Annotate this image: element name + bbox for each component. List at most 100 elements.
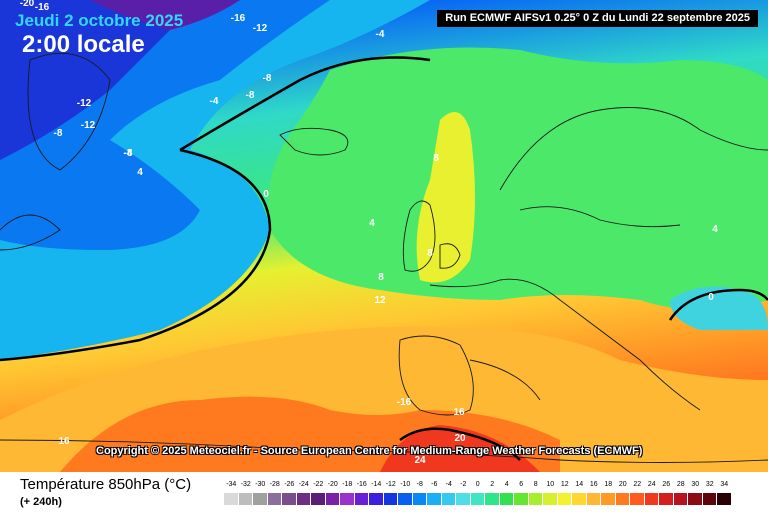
- color-scale-tick: 4: [504, 481, 509, 488]
- contour-label: 8: [427, 248, 433, 259]
- color-scale-tick: 2: [490, 481, 495, 488]
- copyright-text: Copyright © 2025 Meteociel.fr - Source E…: [96, 445, 643, 457]
- mild-region: [268, 47, 768, 310]
- coldest-region: [90, 0, 240, 30]
- contour-label: -16: [35, 2, 50, 13]
- contour-label: -12: [253, 23, 268, 34]
- contour-label: 8: [433, 153, 439, 164]
- color-scale-swatch: [543, 493, 557, 505]
- color-scale-tick: -12: [385, 481, 396, 488]
- hottest-region: [380, 425, 540, 472]
- run-banner: Run ECMWF AIFSv1 0.25° 0 Z du Lundi 22 s…: [437, 10, 758, 27]
- color-scale-tick: -6: [431, 481, 438, 488]
- color-scale-tick: 20: [618, 481, 627, 488]
- contour-label: 8: [378, 272, 384, 283]
- variable-title: Température 850hPa (°C): [20, 476, 192, 493]
- color-scale-swatch: [659, 493, 673, 505]
- color-scale-swatch: [238, 493, 252, 505]
- color-scale-swatch: [340, 493, 354, 505]
- contour-label: 20: [454, 433, 466, 444]
- color-scale-swatch: [470, 493, 484, 505]
- color-scale-swatch: [528, 493, 542, 505]
- warm-isotherm: [399, 427, 521, 461]
- contour-label: 0: [263, 189, 269, 200]
- color-scale-swatch: [514, 493, 528, 505]
- color-scale-tick: -28: [269, 481, 280, 488]
- contour-label: -20: [20, 0, 35, 9]
- color-scale-tick: 22: [633, 481, 642, 488]
- color-scale-tick: 28: [676, 481, 685, 488]
- contour-label: -4: [210, 96, 219, 107]
- color-scale-tick: 26: [662, 481, 671, 488]
- yellow-tongue: [416, 112, 475, 283]
- color-scale-tick: -2: [460, 481, 467, 488]
- color-scale-tick: 34: [720, 481, 729, 488]
- color-scale-tick: -26: [284, 481, 295, 488]
- color-scale-swatch: [702, 493, 716, 505]
- color-scale-tick: -20: [327, 481, 338, 488]
- color-scale-tick: 8: [533, 481, 538, 488]
- lead-time: (+ 240h): [20, 496, 62, 508]
- contour-label: 0: [708, 292, 714, 303]
- color-scale-tick: 24: [647, 481, 656, 488]
- coastlines: [0, 52, 768, 463]
- color-scale-swatch: [688, 493, 702, 505]
- color-scale-swatch: [644, 493, 658, 505]
- color-scale-swatch: [398, 493, 412, 505]
- color-scale-swatch: [296, 493, 310, 505]
- contour-label: -8: [263, 73, 272, 84]
- color-scale-swatch: [717, 493, 731, 505]
- color-scale-swatch: [369, 493, 383, 505]
- contour-label: -8: [246, 90, 255, 101]
- contour-label: 4: [712, 224, 718, 235]
- color-scale-tick: -10: [400, 481, 411, 488]
- deep-cold-region: [0, 0, 200, 160]
- color-scale-tick: 18: [604, 481, 613, 488]
- color-scale-tick: -34: [226, 481, 237, 488]
- color-scale-swatch: [456, 493, 470, 505]
- color-scale-swatch: [253, 493, 267, 505]
- temperature-map: -20 -16-16-12-8-4-8-12-12-8-4-8-440488812…: [0, 0, 768, 472]
- color-scale-swatch: [586, 493, 600, 505]
- color-scale-tick: 0: [475, 481, 480, 488]
- color-scale-swatch: [224, 493, 238, 505]
- zero-isotherm: [0, 56, 431, 362]
- color-scale-tick: -18: [342, 481, 353, 488]
- contour-label: 16: [453, 407, 465, 418]
- contour-label: -8: [124, 148, 133, 159]
- color-scale-tick: -24: [298, 481, 309, 488]
- color-scale-swatch: [601, 493, 615, 505]
- color-scale-tick: -22: [313, 481, 324, 488]
- color-scale-tick: 10: [546, 481, 555, 488]
- contour-label: -16: [231, 13, 246, 24]
- color-scale-tick: -14: [371, 481, 382, 488]
- color-scale-swatch: [630, 493, 644, 505]
- color-scale-swatch: [615, 493, 629, 505]
- contour-label: -8: [54, 128, 63, 139]
- color-scale-swatch: [325, 493, 339, 505]
- color-scale-swatch: [441, 493, 455, 505]
- color-scale-tick: 30: [691, 481, 700, 488]
- color-scale-tick: 14: [575, 481, 584, 488]
- color-scale-swatch: [572, 493, 586, 505]
- contour-label: -4: [124, 148, 133, 159]
- color-scale-swatch: [412, 493, 426, 505]
- east-isotherm: [668, 288, 768, 321]
- color-scale-tick: -8: [416, 481, 423, 488]
- contour-label: 4: [369, 218, 375, 229]
- contour-label: -12: [77, 98, 92, 109]
- contour-label: 16: [58, 436, 70, 447]
- contour-label: 4: [137, 167, 143, 178]
- color-scale-tick: 12: [560, 481, 569, 488]
- contour-label: -12: [81, 120, 96, 131]
- color-scale-swatch: [557, 493, 571, 505]
- color-scale-tick: 32: [705, 481, 714, 488]
- color-scale-tick: 16: [589, 481, 598, 488]
- contour-label: -16: [397, 397, 412, 408]
- color-scale-swatch: [673, 493, 687, 505]
- color-scale-swatch: [485, 493, 499, 505]
- contour-label: -4: [376, 29, 385, 40]
- forecast-time: 2:00 locale: [22, 31, 145, 58]
- color-scale-swatch: [499, 493, 513, 505]
- color-scale-tick: -4: [445, 481, 452, 488]
